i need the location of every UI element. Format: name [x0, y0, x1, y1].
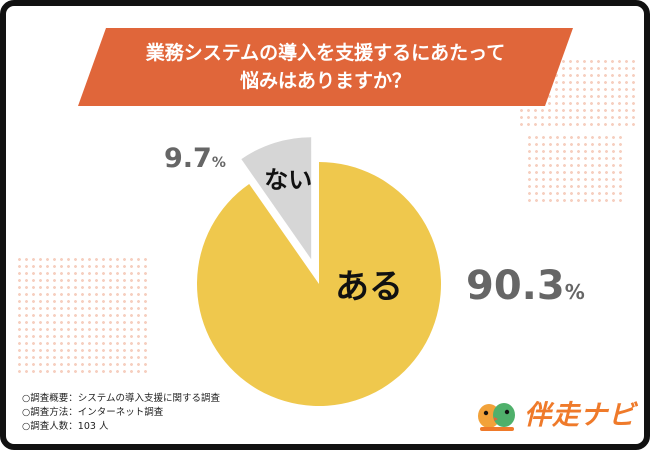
title-line-1: 業務システムの導入を支援するにあたって [145, 42, 506, 64]
brand-logo: 伴走ナビ [476, 393, 636, 432]
footnote-survey-outline: ○調査概要：システムの導入支援に関する調査 [22, 393, 221, 404]
slice-label-nai: ない [264, 166, 312, 194]
percent-unit-nai: % [212, 155, 226, 171]
logo-text: 伴走ナビ [524, 400, 636, 431]
percent-unit-aru: % [565, 280, 585, 304]
slice-label-aru: ある [335, 267, 403, 307]
percent-value-aru: 90.3 [466, 263, 565, 309]
bird-mascot-icon [478, 402, 515, 431]
chart-title: 業務システムの導入を支援するにあたって 悩みはありますか？ [78, 28, 573, 106]
footnote-survey-count: ○調査人数：103 人 [22, 421, 109, 432]
survey-footnotes: ○調査概要：システムの導入支援に関する調査 ○調査方法：インターネット調査 ○調… [22, 392, 220, 434]
percent-label-nai: 9.7% [164, 143, 226, 174]
pie-slice-nai [241, 137, 312, 260]
pie-chart: ある ない 90.3% 9.7% [164, 137, 585, 406]
percent-label-aru: 90.3% [466, 263, 585, 309]
pie-slice-aru [196, 162, 441, 406]
percent-value-nai: 9.7 [164, 143, 212, 174]
title-line-2: 悩みはありますか？ [239, 70, 411, 92]
footnote-survey-method: ○調査方法：インターネット調査 [22, 407, 164, 418]
title-banner [78, 28, 573, 106]
dot-pattern-right [526, 134, 626, 206]
dot-pattern-bottom-left [16, 256, 148, 374]
